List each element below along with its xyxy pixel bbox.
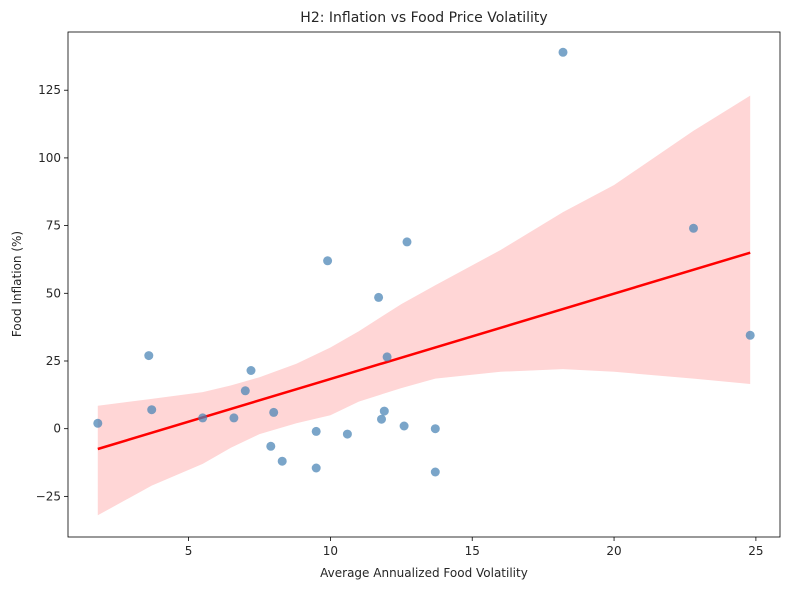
scatter-points-layer (93, 47, 755, 477)
y-tick-label-50: 50 (46, 286, 61, 300)
scatter-point-24 (745, 330, 755, 340)
x-tick-label-25: 25 (748, 544, 763, 558)
scatter-point-7 (266, 441, 276, 451)
scatter-point-20 (430, 424, 440, 434)
scatter-point-22 (558, 47, 568, 57)
scatter-point-2 (147, 405, 157, 415)
x-axis-ticks: 5 10 15 20 25 (185, 537, 764, 558)
y-tick-label-100: 100 (38, 151, 61, 165)
scatter-point-9 (277, 456, 287, 466)
confidence-band-layer (97, 95, 751, 516)
y-tick-label-125: 125 (38, 83, 61, 97)
y-tick-label-0: 0 (53, 422, 61, 436)
scatter-point-23 (689, 223, 698, 233)
scatter-point-21 (430, 467, 440, 477)
plot-area (93, 47, 755, 516)
scatter-point-5 (240, 386, 250, 396)
scatter-point-1 (144, 351, 154, 361)
scatter-point-4 (229, 413, 239, 423)
x-axis-label: Average Annualized Food Volatility (320, 566, 528, 580)
scatter-point-13 (342, 429, 352, 439)
scatter-point-0 (93, 418, 103, 428)
scatter-point-8 (269, 407, 279, 417)
scatter-point-3 (198, 413, 208, 423)
plot-frame (67, 31, 781, 538)
scatter-point-17 (382, 352, 392, 362)
scatter-point-14 (374, 292, 384, 302)
chart-title: H2: Inflation vs Food Price Volatility (300, 10, 547, 26)
x-tick-label-20: 20 (606, 544, 621, 558)
x-tick-label-15: 15 (465, 544, 480, 558)
y-tick-label--25: −25 (36, 489, 61, 503)
scatter-point-11 (311, 463, 321, 473)
y-tick-label-75: 75 (46, 219, 61, 233)
scatter-point-16 (379, 406, 389, 416)
scatter-point-12 (323, 256, 333, 266)
scatter-point-10 (311, 426, 321, 436)
scatter-point-19 (402, 237, 412, 247)
confidence-band (97, 95, 751, 516)
y-axis-ticks: −25 0 25 50 75 100 125 (36, 83, 68, 503)
y-tick-label-25: 25 (46, 354, 61, 368)
scatter-point-18 (399, 421, 409, 431)
scatter-point-15 (377, 414, 386, 424)
x-tick-label-5: 5 (185, 544, 193, 558)
scatter-point-6 (246, 366, 256, 375)
x-tick-label-10: 10 (323, 544, 338, 558)
y-axis-label: Food Inflation (%) (10, 231, 24, 337)
